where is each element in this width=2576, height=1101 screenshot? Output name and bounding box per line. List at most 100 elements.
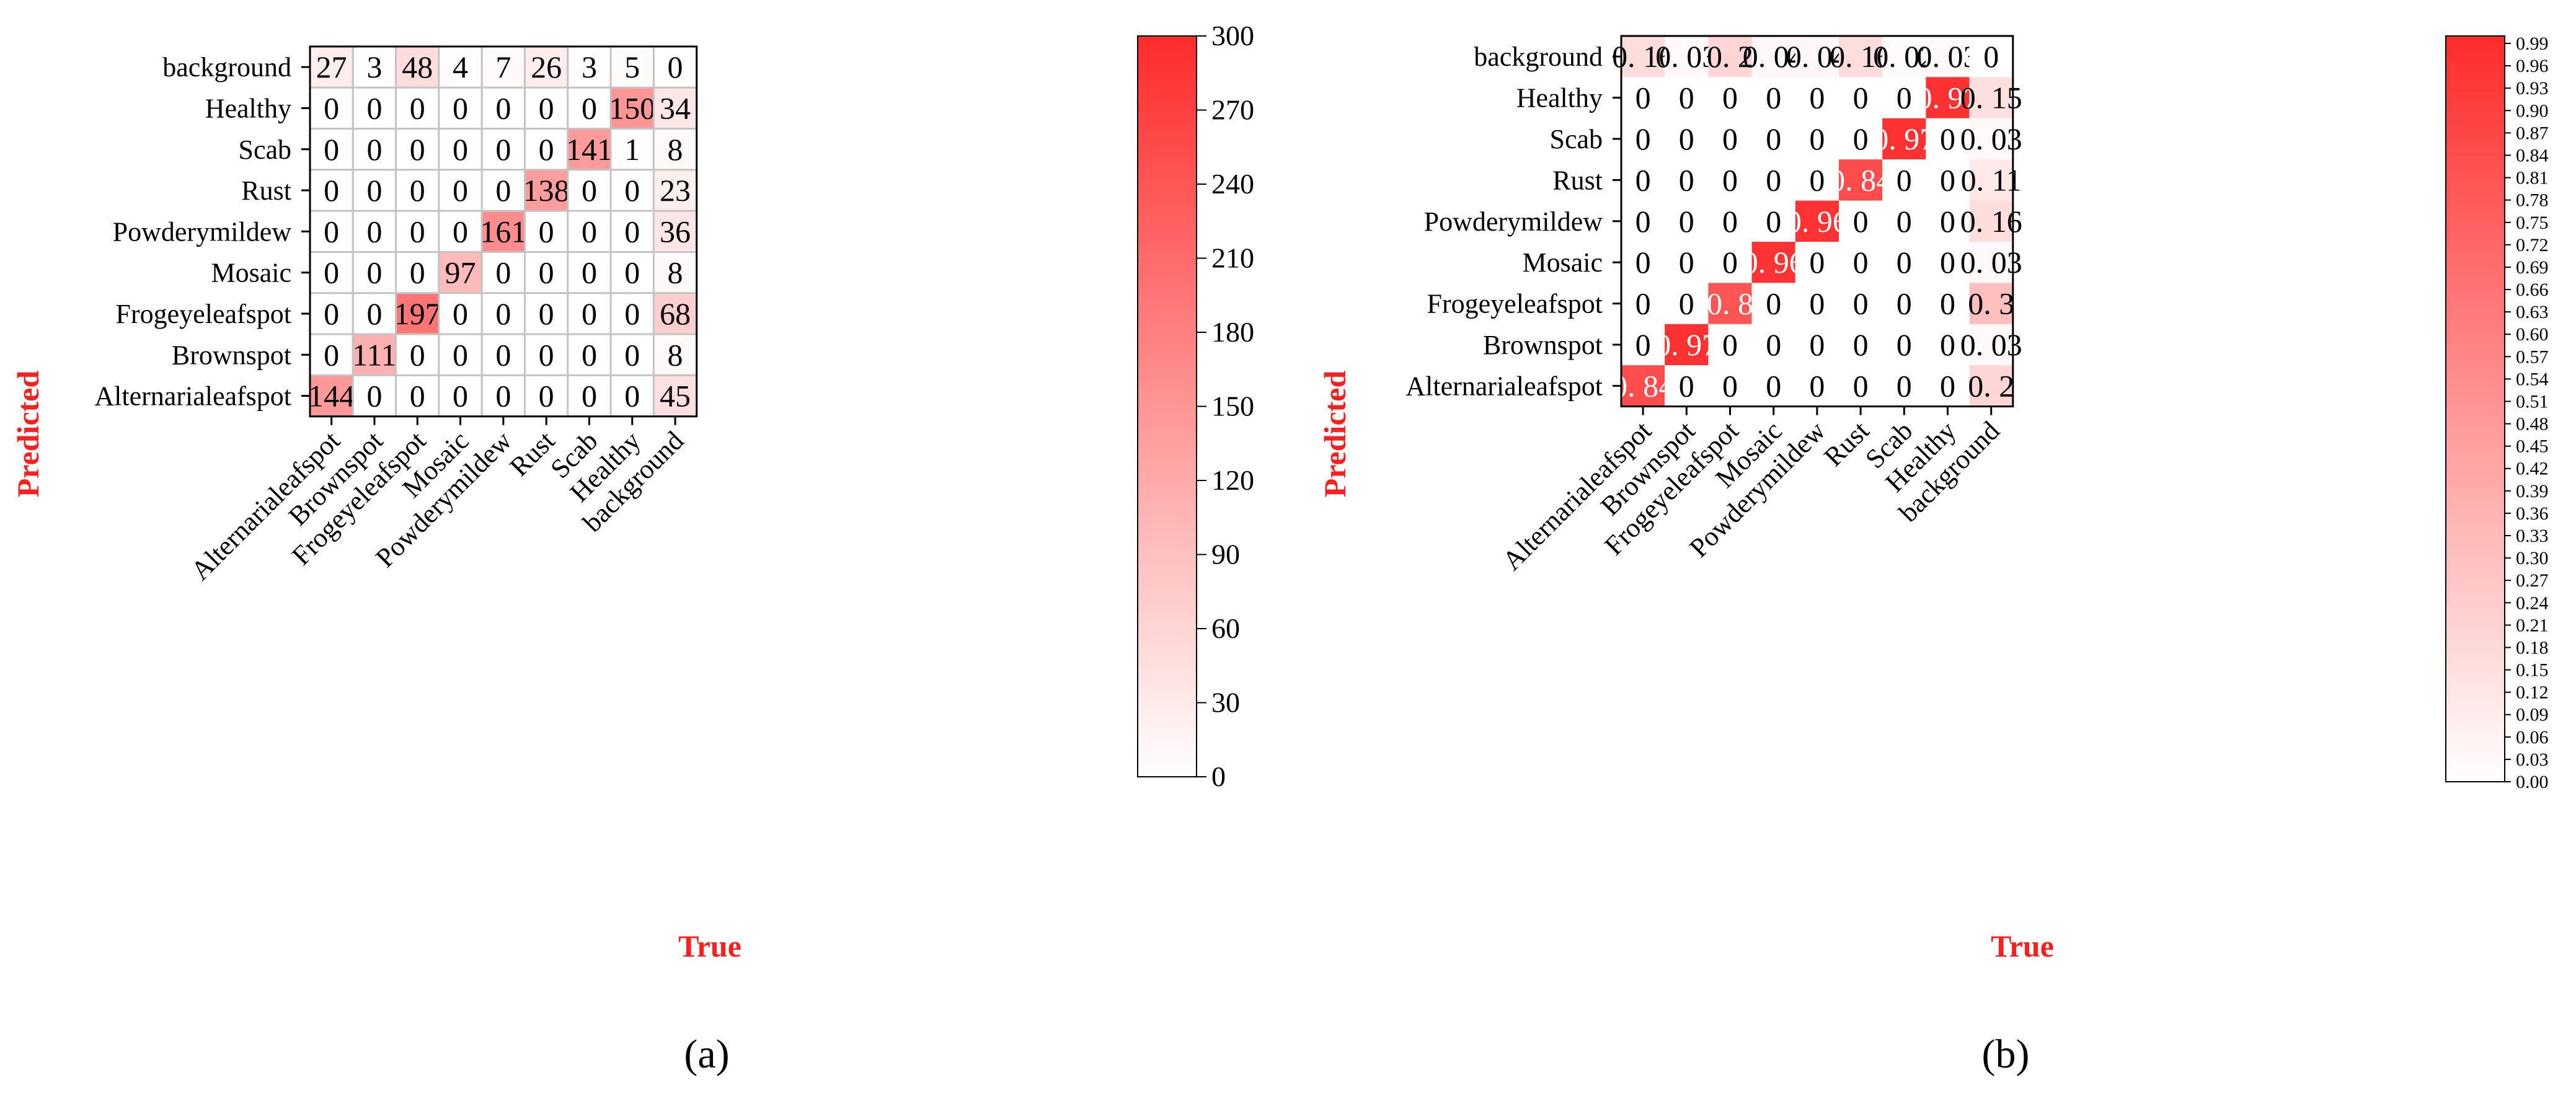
panel-b-cell-value-r6-c0: 0 (1635, 286, 1651, 321)
panel-b-cell-value-r3-c5: 0. 84 (1830, 162, 1892, 197)
panel-b-cell-r7-c3 (1751, 324, 1795, 366)
panel-a-cell-value-r7-c2: 0 (410, 337, 425, 372)
panel-b-cell-value-r1-c3: 0 (1766, 81, 1781, 115)
panel-b-cell-value-r3-c0: 0 (1635, 162, 1651, 197)
panel-b-cell-r0-c7 (1926, 36, 1970, 77)
panel-b-cell-r1-c2 (1708, 77, 1752, 118)
panel-b-cell-value-r6-c4: 0 (1809, 286, 1825, 321)
panel-a-cell-value-r4-c0: 0 (324, 214, 339, 249)
panel-b-cell-value-r8-c0: 0. 84 (1612, 368, 1674, 403)
panel-b-cell-value-r6-c1: 0 (1679, 286, 1694, 321)
panel-a-y-tick-label: Mosaic (211, 258, 291, 288)
panel-a-y-tick-label: Powderymildew (113, 216, 292, 247)
panel-b-cell-value-r2-c0: 0 (1635, 122, 1651, 156)
panel-b-cell-r2-c2 (1708, 118, 1752, 160)
panel-b-cell-value-r6-c7: 0 (1940, 286, 1955, 321)
panel-b-cell-r5-c6 (1882, 242, 1926, 283)
panel-b-cell-value-r5-c8: 0. 03 (1960, 245, 2022, 280)
panel-b-cell-r3-c3 (1751, 159, 1795, 201)
panel-a-confusion-matrix: 27 3 48 4 7 26 3 5 00 0 0 0 0 0 0 150 340 0 0 0 0 0 141 1 80 0 0 0 0… (11, 20, 1254, 1077)
panel-b-colorbar-tick-label: 0.81 (2516, 168, 2549, 188)
panel-a-colorbar-tick-label: 120 (1211, 464, 1254, 496)
panel-a-cell-value-r7-c7: 0 (624, 337, 640, 372)
panel-b-cell-r7-c7 (1926, 324, 1970, 366)
panel-b-colorbar-tick-label: 0.60 (2516, 324, 2549, 345)
panel-a-cell-value-r6-c8: 68 (660, 296, 691, 331)
panel-b-cell-value-r6-c6: 0 (1897, 286, 1912, 321)
panel-b-cell-r6-c3 (1751, 283, 1795, 324)
panel-a-cell-value-r4-c2: 0 (410, 214, 425, 249)
panel-b-cell-r2-c8 (1969, 118, 2013, 160)
panel-a-cell-r8-c1 (352, 374, 397, 418)
panel-a-cell-value-r0-c1: 3 (366, 50, 382, 84)
panel-a-cell-r4-c8 (652, 210, 698, 254)
panel-a-cell-value-r1-c3: 0 (453, 91, 468, 125)
panel-b-cell-value-r2-c6: 0. 97 (1873, 122, 1935, 156)
panel-b-cell-r1-c6 (1882, 77, 1926, 118)
panel-b-cell-value-r6-c2: 0. 8 (1707, 286, 1753, 321)
panel-a-cell-r3-c1 (352, 169, 397, 212)
panel-a-colorbar-gradient (1137, 35, 1197, 777)
panel-a-cell-value-r2-c5: 0 (539, 132, 554, 167)
panel-b-cell-value-r8-c6: 0 (1897, 368, 1912, 403)
panel-a-cell-value-r1-c0: 0 (324, 91, 339, 125)
panel-b-cell-value-r6-c3: 0 (1766, 286, 1781, 321)
panel-b-cell-value-r3-c1: 0 (1679, 162, 1694, 197)
panel-a-cell-r6-c4 (480, 292, 526, 335)
panel-b-x-axis-title: True (1991, 929, 2054, 963)
panel-a-cell-r8-c8 (652, 374, 698, 418)
panel-a-cell-r2-c8 (652, 128, 698, 171)
panel-b-cell-r6-c8 (1969, 283, 2013, 324)
panel-a-cell-value-r8-c1: 0 (366, 379, 382, 413)
panel-a-cell-value-r0-c6: 3 (582, 50, 597, 84)
panel-b-colorbar-tick-label: 0.12 (2516, 683, 2549, 703)
panel-b-colorbar-tick-label: 0.69 (2516, 257, 2549, 278)
panel-b-cell-value-r3-c2: 0 (1722, 162, 1738, 197)
panel-a-cell-r3-c3 (438, 169, 483, 212)
panel-a-colorbar-tick-label: 270 (1211, 94, 1254, 126)
panel-a-cell-value-r6-c6: 0 (582, 296, 597, 331)
panel-b-cell-value-r7-c7: 0 (1940, 327, 1955, 362)
panel-a-cell-r5-c8 (652, 251, 698, 294)
panel-a-cell-value-r3-c4: 0 (495, 173, 511, 208)
panel-b-cell-r8-c7 (1926, 365, 1970, 407)
panel-a-cell-value-r1-c4: 0 (495, 91, 511, 125)
panel-b-cell-r5-c5 (1839, 242, 1883, 283)
panel-b-cell-r1-c0 (1621, 77, 1665, 118)
panel-a-cell-value-r6-c0: 0 (324, 296, 339, 331)
panel-b-cell-value-r2-c4: 0 (1809, 122, 1825, 156)
panel-b-cell-value-r7-c2: 0 (1722, 327, 1738, 362)
panel-a-cell-value-r3-c1: 0 (366, 173, 382, 208)
panel-b-cell-r2-c1 (1665, 118, 1709, 160)
panel-b-cell-r7-c2 (1708, 324, 1752, 366)
panel-b-cell-value-r3-c7: 0 (1940, 162, 1955, 197)
panel-b-colorbar-tick-label: 0.03 (2516, 749, 2549, 770)
panel-a-cell-value-r6-c2: 197 (394, 296, 441, 331)
panel-b-cell-r8-c8 (1969, 365, 2013, 407)
panel-a-cell-value-r8-c8: 45 (660, 379, 691, 413)
panel-b-cell-value-r4-c8: 0. 16 (1960, 204, 2022, 239)
panel-a-cell-value-r5-c7: 0 (624, 255, 640, 290)
panel-b-cell-r0-c8 (1969, 36, 2013, 77)
panel-b-cell-value-r7-c1: 0. 97 (1655, 327, 1717, 362)
panel-b-cell-value-r4-c2: 0 (1722, 204, 1738, 239)
panel-b-cell-r4-c4 (1795, 200, 1839, 242)
panel-b-y-tick-label: Healthy (1516, 83, 1603, 113)
panel-b-cell-value-r1-c0: 0 (1635, 81, 1651, 115)
panel-b-colorbar-tick-label: 0.00 (2516, 772, 2549, 792)
panel-b-cell-r2-c0 (1621, 118, 1665, 160)
panel-a-cell-value-r3-c0: 0 (324, 173, 339, 208)
panel-b-colorbar-tick-label: 0.57 (2516, 347, 2549, 367)
panel-a-cell-value-r8-c4: 0 (495, 379, 511, 413)
panel-b-cell-value-r4-c6: 0 (1897, 204, 1912, 239)
panel-b-colorbar-tick-label: 0.48 (2516, 414, 2549, 435)
panel-b-cell-value-r0-c0: 0. 16 (1612, 39, 1674, 74)
panel-b-cell-r8-c0 (1621, 365, 1665, 407)
panel-a-cell-value-r0-c3: 4 (453, 50, 468, 84)
panel-b-cell-value-r8-c5: 0 (1853, 368, 1869, 403)
panel-b-cell-r5-c2 (1708, 242, 1752, 283)
panel-a-cell-r7-c2 (395, 333, 440, 376)
panel-b-cell-value-r8-c8: 0. 2 (1968, 368, 2014, 403)
panel-a-cell-r8-c5 (524, 374, 569, 418)
panel-b-cell-value-r0-c8: 0 (1983, 39, 1999, 74)
